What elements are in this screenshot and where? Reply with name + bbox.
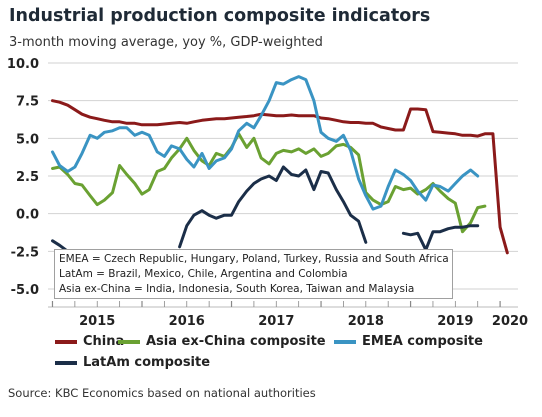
y-axis-tick-labels: 10.0 7.5 5.0 2.5 0.0 -2.5 -5.0 [7,57,39,298]
legend-swatch-asia [118,339,140,344]
x-tick-label: 2019 [437,314,473,329]
note-asia: Asia ex-China = India, Indonesia, South … [59,283,415,295]
line-chart: 10.07.55.02.50.0-2.5-5.0 2015 2016 2017 201… [7,57,528,329]
y-tick-label: 0.0 [16,208,39,223]
y-tick-label: 10.0 [7,57,39,72]
legend-item-emea: EMEA composite [334,334,483,349]
legend-swatch-china [55,339,77,344]
legend-item-latam: LatAm composite [55,355,210,370]
legend-label-asia: Asia ex-China composite [146,334,326,349]
series-lines [51,75,509,259]
legend-swatch-emea [334,339,356,344]
legend-item-asia: Asia ex-China composite [118,334,326,349]
chart-title: Industrial production composite indicato… [9,6,431,26]
x-tick-label: 2020 [492,314,528,329]
y-tick-label: -5.0 [11,283,39,298]
series-line-latam-composite [401,224,480,252]
series-line-emea-composite [51,75,480,211]
x-tick-label: 2016 [169,314,205,329]
y-tick-label: 5.0 [16,132,39,147]
y-tick-label: -2.5 [11,245,39,260]
source-note: Source: KBC Economics based on national … [8,386,316,400]
series-line-china [51,99,509,255]
x-axis: 2015 2016 2017 2018 2019 2020 [48,301,528,329]
legend-swatch-latam [55,360,77,365]
y-tick-label: 7.5 [16,95,39,110]
x-tick-label: 2017 [258,314,294,329]
legend-label-china: China [83,334,125,349]
x-tick-label: 2018 [348,314,384,329]
country-definitions-note: EMEA = Czech Republic, Hungary, Poland, … [54,249,453,299]
legend-label-latam: LatAm composite [83,355,211,370]
legend-label-emea: EMEA composite [362,334,483,349]
y-tick-label: 2.5 [16,170,39,185]
legend-item-china: China [55,334,124,349]
series-line-asia-ex-china-composite [51,132,487,234]
x-tick-label: 2015 [79,314,115,329]
note-latam: LatAm = Brazil, Mexico, Chile, Argentina… [59,268,348,280]
note-emea: EMEA = Czech Republic, Hungary, Poland, … [59,253,449,265]
chart-subtitle: 3-month moving average, yoy %, GDP-weigh… [9,35,323,50]
series-line-latam-composite [178,165,368,249]
